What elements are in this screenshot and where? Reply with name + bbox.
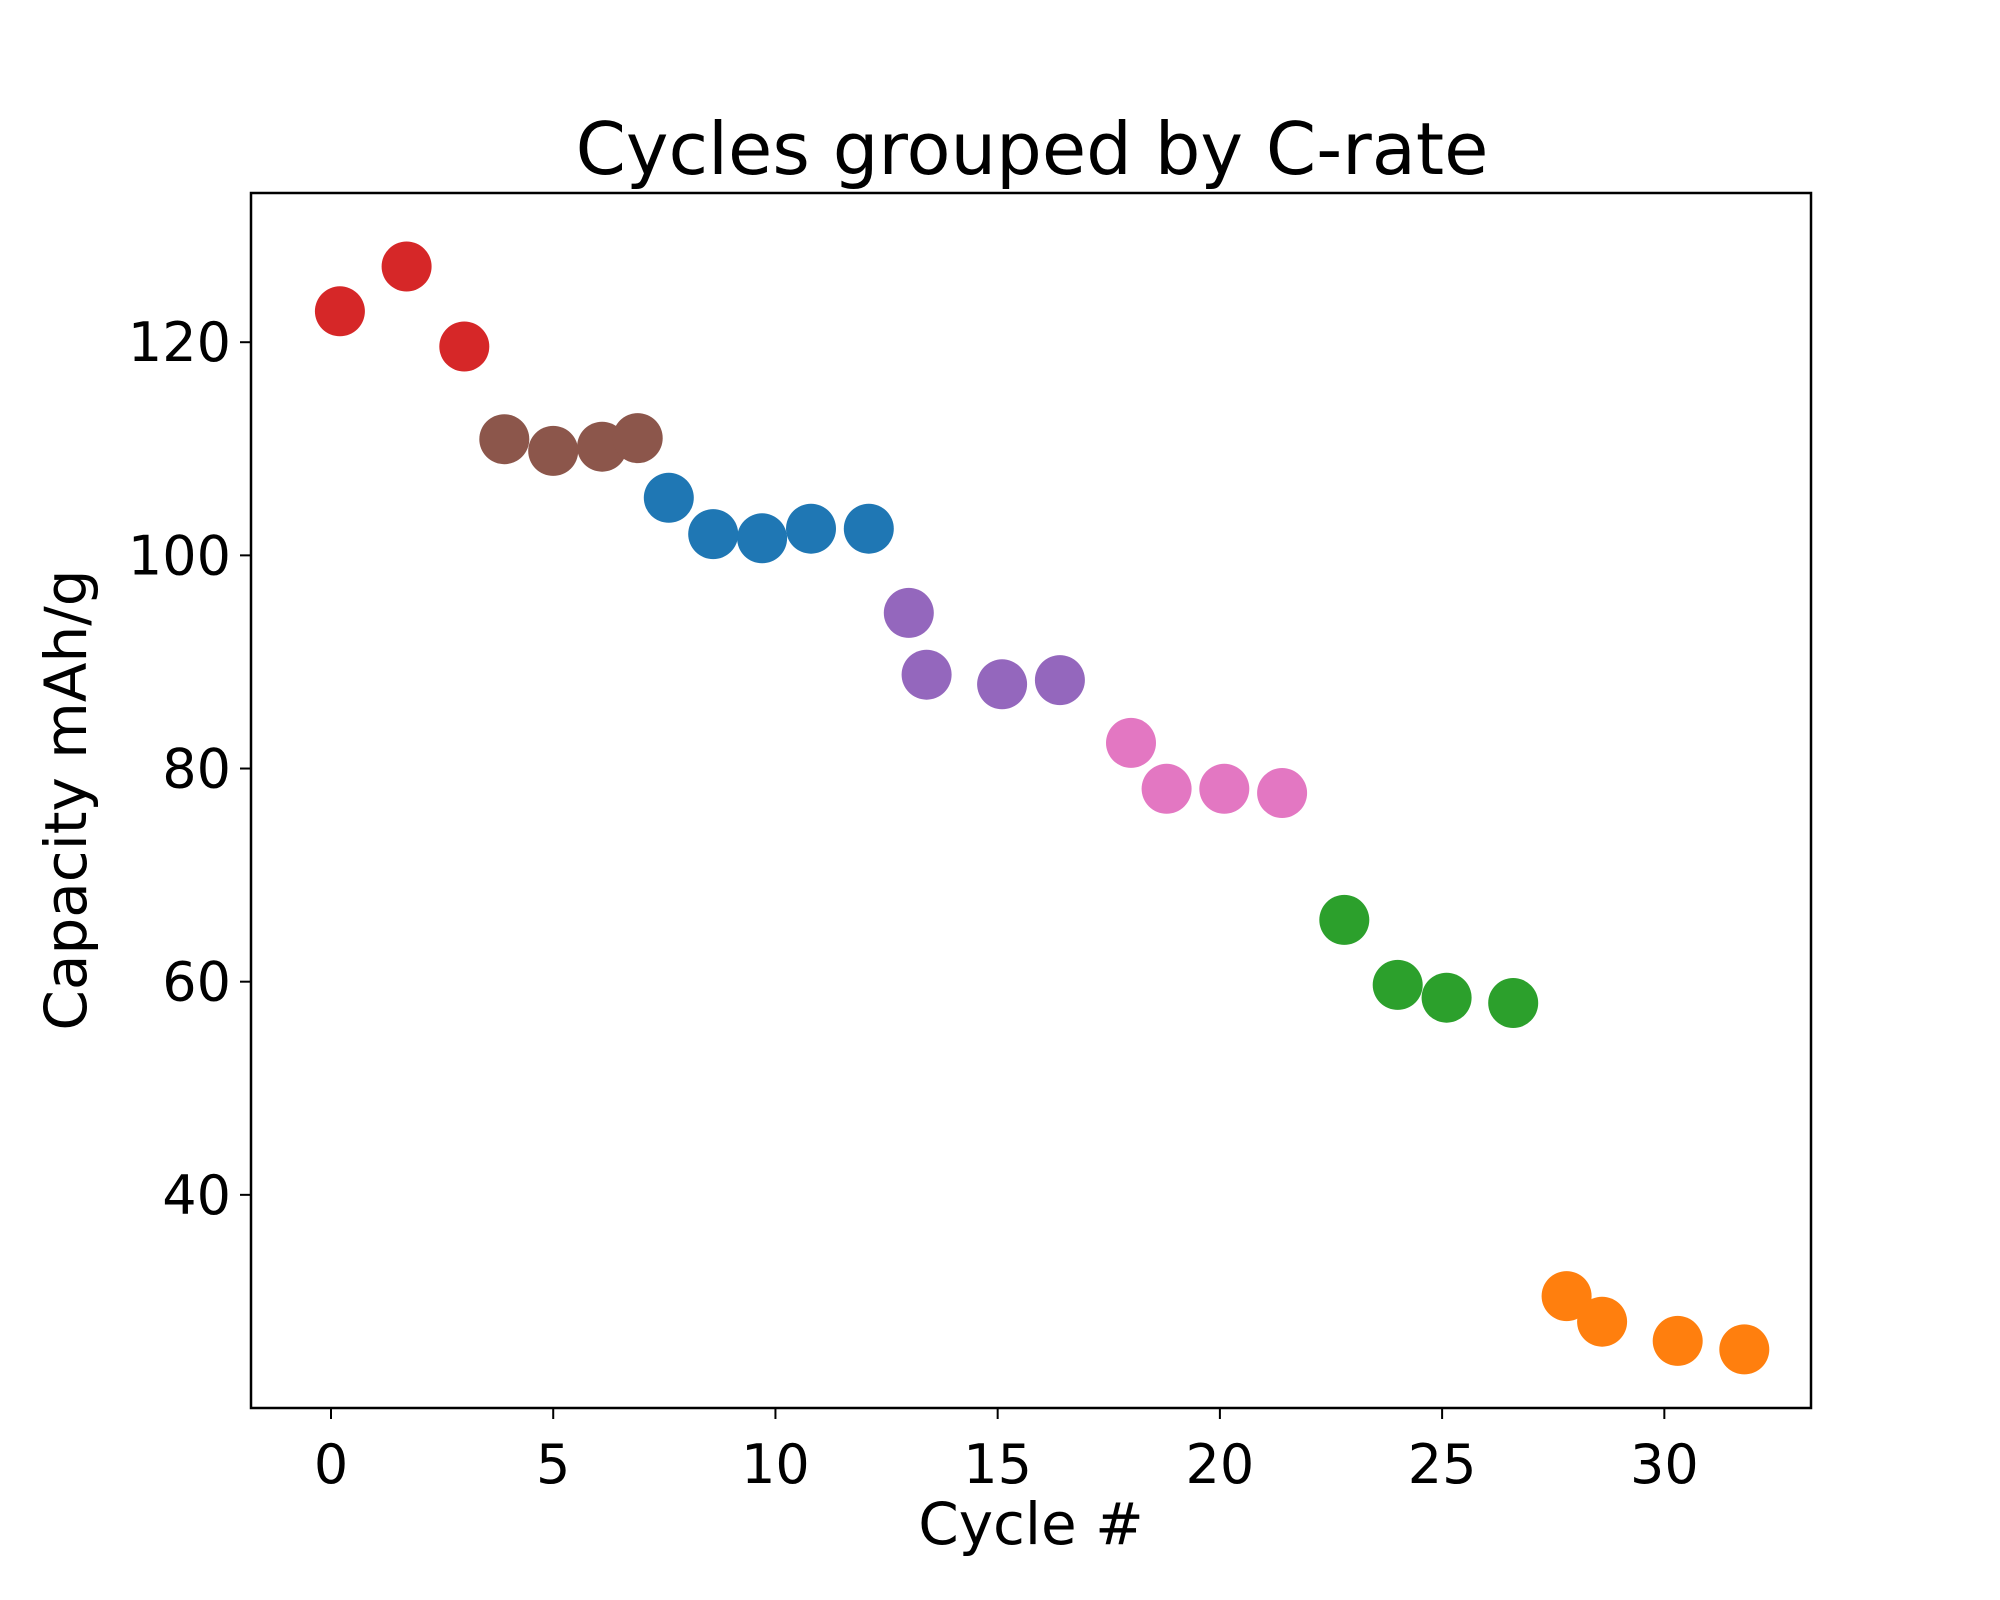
data-point-g7-1 — [1541, 1271, 1592, 1322]
x-tick-label: 15 — [963, 1433, 1032, 1496]
data-point-g6-3 — [1421, 972, 1472, 1023]
data-point-g6-4 — [1488, 978, 1539, 1028]
data-points — [314, 241, 1770, 1375]
data-point-g1-3 — [439, 321, 490, 372]
data-point-g1-1 — [314, 286, 365, 337]
data-point-g5-3 — [1199, 763, 1250, 814]
data-point-g3-4 — [786, 503, 836, 554]
plot-frame — [249, 191, 1813, 1410]
y-tick-label: 80 — [162, 738, 231, 801]
x-tick-label: 5 — [536, 1433, 570, 1496]
y-axis-label: Capacity mAh/g — [32, 569, 100, 1030]
data-point-g3-3 — [737, 513, 788, 564]
y-axis-ticks: 40 60 80 100 120 — [128, 311, 251, 1227]
data-point-g7-2 — [1577, 1296, 1628, 1347]
data-point-g2-4 — [612, 413, 663, 464]
data-point-g3-2 — [688, 509, 739, 560]
data-point-g3-5 — [843, 503, 894, 554]
data-point-g6-1 — [1319, 894, 1370, 945]
y-tick-label: 60 — [162, 951, 231, 1014]
data-point-g4-1 — [883, 587, 934, 638]
x-tick-label: 30 — [1630, 1433, 1699, 1496]
data-point-g2-2 — [528, 425, 579, 476]
x-axis-ticks: 0 5 10 15 20 25 30 — [314, 1408, 1699, 1496]
data-point-g3-1 — [643, 472, 694, 523]
data-point-g5-4 — [1257, 768, 1308, 818]
data-point-g4-3 — [977, 659, 1028, 710]
data-point-g4-2 — [901, 649, 952, 700]
x-tick-label: 10 — [741, 1433, 810, 1496]
data-point-g4-4 — [1034, 655, 1085, 706]
x-tick-label: 20 — [1186, 1433, 1255, 1496]
data-point-g2-1 — [479, 414, 530, 465]
y-tick-label: 100 — [128, 524, 231, 587]
x-axis-label: Cycle # — [918, 1490, 1144, 1558]
data-point-g1-2 — [381, 241, 432, 292]
chart-title: Cycles grouped by C-rate — [576, 107, 1489, 191]
data-point-g7-3 — [1652, 1315, 1703, 1366]
data-point-g6-2 — [1372, 959, 1423, 1010]
data-point-g5-1 — [1106, 717, 1156, 768]
x-tick-label: 0 — [314, 1433, 348, 1496]
data-point-g5-2 — [1141, 763, 1192, 814]
y-tick-label: 40 — [162, 1164, 231, 1227]
x-tick-label: 25 — [1408, 1433, 1477, 1496]
data-point-g7-4 — [1719, 1324, 1770, 1375]
y-tick-label: 120 — [128, 311, 231, 374]
